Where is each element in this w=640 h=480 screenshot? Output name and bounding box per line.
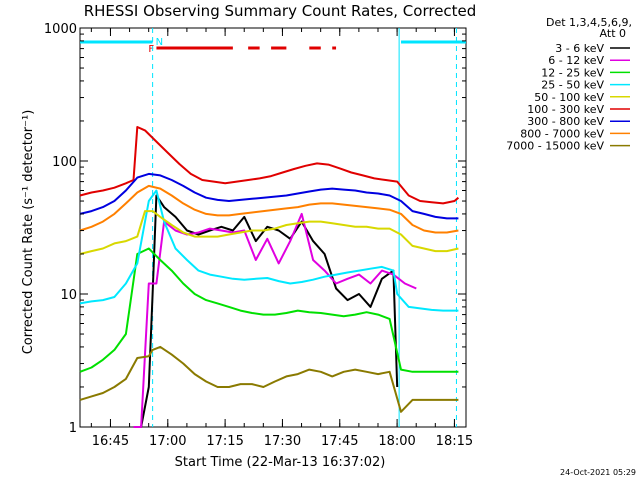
x-tick-label: 16:45	[92, 434, 129, 449]
x-axis-label: Start Time (22-Mar-13 16:37:02)	[175, 455, 386, 470]
y-tick-label: 1	[69, 421, 77, 436]
legend-label: 25 - 50 keV	[541, 79, 604, 92]
series-line-800-7000-kev	[79, 184, 459, 234]
y-axis-label: Corrected Count Rate (s⁻¹ detector⁻¹)	[21, 110, 36, 355]
status-markers: NF	[80, 28, 466, 427]
legend-label: 50 - 100 keV	[534, 91, 604, 104]
series-line-50-100-kev	[79, 210, 459, 255]
y-tick-label: 10	[60, 288, 77, 303]
x-tick-label: 17:00	[149, 434, 186, 449]
series-line-7000-15000-kev	[79, 345, 459, 413]
series-line-100-300-kev	[79, 126, 460, 205]
legend-label: 3 - 6 keV	[555, 42, 604, 55]
y-tick-label: 100	[52, 155, 77, 170]
legend-label: 12 - 25 keV	[541, 66, 604, 79]
x-tick-label: 17:45	[321, 434, 358, 449]
x-tick-label: 17:15	[206, 434, 243, 449]
series-line-6-12-kev	[133, 212, 417, 428]
plot-frame	[79, 27, 467, 428]
legend-label: 800 - 7000 keV	[520, 127, 604, 140]
legend-label: 100 - 300 keV	[527, 103, 604, 116]
x-tick-label: 18:00	[378, 434, 415, 449]
series-line-300-800-kev	[79, 172, 459, 220]
legend-label: 6 - 12 keV	[548, 54, 604, 67]
chart-title: RHESSI Observing Summary Count Rates, Co…	[84, 2, 477, 20]
axes: 1 10 100 1000 16:45 17:00 17:15 17:30 17:45 18:00…	[44, 22, 473, 449]
night-marker-label: N	[156, 37, 163, 48]
series-line-12-25-kev	[79, 247, 459, 373]
x-tick-label: 17:30	[264, 434, 301, 449]
legend-header-line-2: Att 0	[600, 27, 626, 40]
legend-label: 300 - 800 keV	[527, 115, 604, 128]
footer-timestamp: 24-Oct-2021 05:29	[560, 468, 636, 477]
flare-marker-label: F	[148, 44, 154, 55]
y-tick-label: 1000	[44, 22, 77, 37]
x-tick-label: 18:15	[436, 434, 473, 449]
series-line-25-50-kev	[79, 189, 459, 312]
legend-header-line-1: Det 1,3,4,5,6,9,	[546, 16, 632, 29]
series-lines	[79, 126, 460, 428]
legend-label: 7000 - 15000 keV	[506, 140, 604, 153]
